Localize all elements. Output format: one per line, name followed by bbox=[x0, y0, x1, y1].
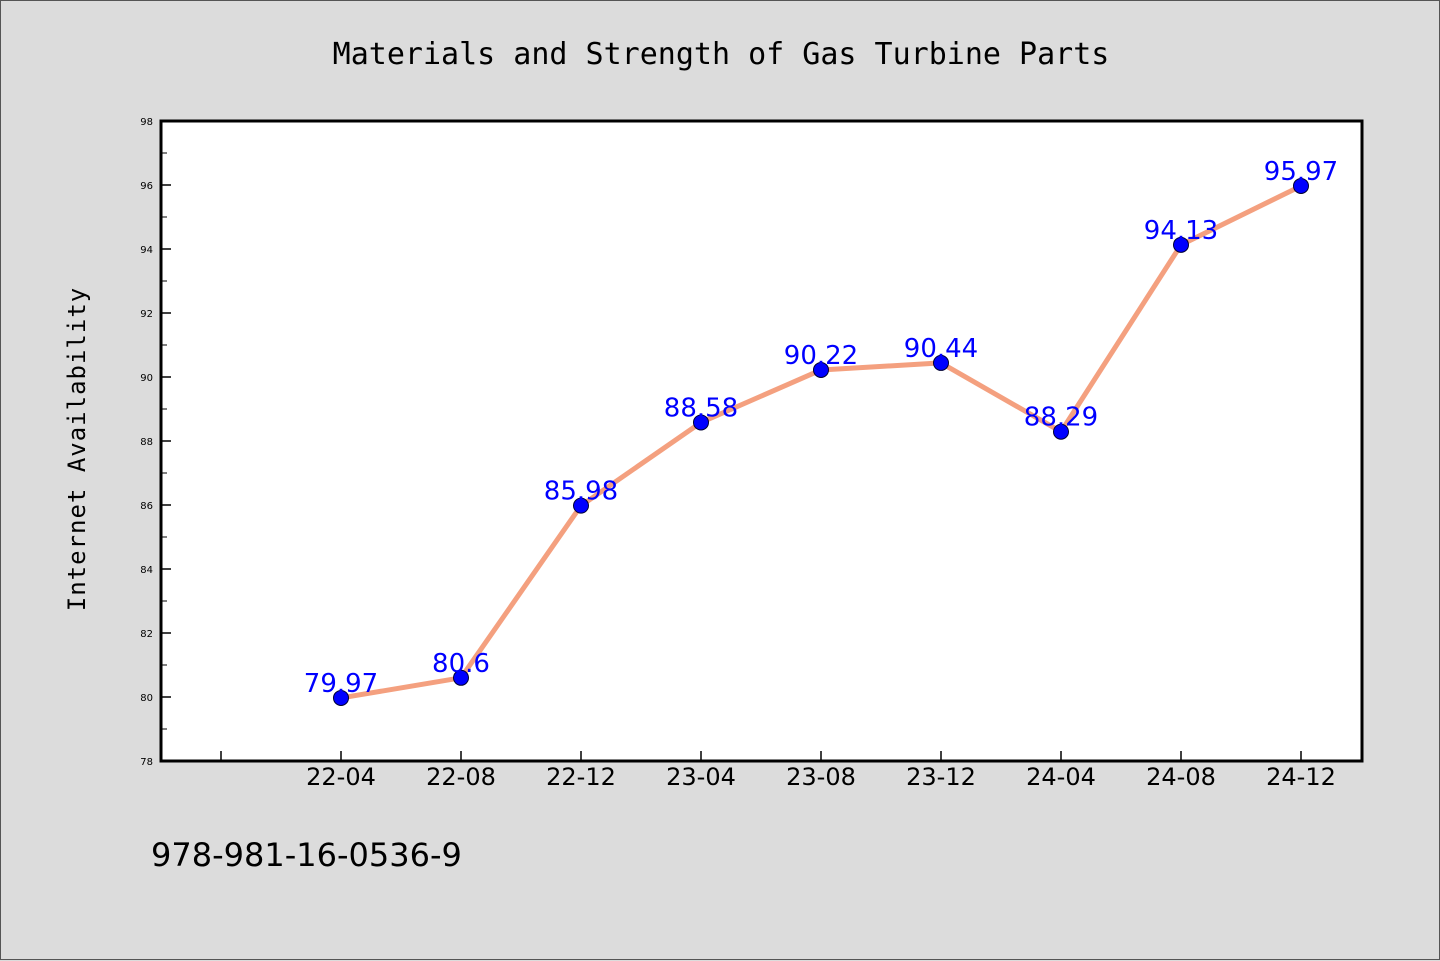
data-point bbox=[1053, 423, 1069, 440]
footer-isbn: 978-981-16-0536-9 bbox=[151, 836, 462, 874]
data-point bbox=[813, 361, 829, 378]
data-point bbox=[573, 497, 589, 514]
plot-area bbox=[159, 119, 1364, 763]
x-tick-label: 24-12 bbox=[1266, 763, 1336, 791]
data-label: 88.58 bbox=[664, 393, 738, 423]
y-axis-label: Internet Availability bbox=[63, 287, 91, 611]
data-label: 79.97 bbox=[304, 669, 378, 699]
y-tick-label: 90 bbox=[140, 373, 153, 384]
data-label: 80.6 bbox=[432, 649, 490, 679]
data-point bbox=[1173, 236, 1189, 253]
y-tick-label: 80 bbox=[140, 693, 153, 704]
x-tick-label: 24-04 bbox=[1026, 763, 1096, 791]
data-point bbox=[453, 669, 469, 686]
data-label: 88.29 bbox=[1024, 403, 1098, 433]
x-tick-label: 24-08 bbox=[1146, 763, 1216, 791]
y-tick-label: 88 bbox=[140, 437, 153, 448]
x-axis: 22-04 22-08 22-12 23-04 23-08 23-12 24-04 24-08… bbox=[220, 751, 1336, 791]
y-tick-label: 78 bbox=[140, 757, 153, 768]
y-tick-label: 94 bbox=[140, 245, 153, 256]
data-label: 90.44 bbox=[904, 334, 978, 364]
data-label: 90.22 bbox=[784, 341, 858, 371]
y-tick-label: 92 bbox=[140, 309, 153, 320]
chart-title: Materials and Strength of Gas Turbine Pa… bbox=[333, 37, 1110, 72]
data-labels: 79.97 80.6 85.98 88.58 90.22 90.44 88.29 94.13 9… bbox=[304, 157, 1338, 699]
x-tick-label: 22-08 bbox=[426, 763, 496, 791]
y-tick-label: 84 bbox=[140, 565, 153, 576]
data-point bbox=[693, 414, 709, 431]
data-label: 85.98 bbox=[544, 477, 618, 507]
data-point bbox=[1293, 177, 1309, 194]
data-label: 94.13 bbox=[1144, 216, 1218, 246]
data-markers bbox=[333, 177, 1309, 706]
y-axis: 78 80 82 84 86 88 90 92 94 96 98 bbox=[140, 117, 171, 768]
data-point bbox=[933, 354, 949, 371]
data-label: 95.97 bbox=[1264, 157, 1338, 187]
x-tick-label: 23-08 bbox=[786, 763, 856, 791]
y-tick-label: 96 bbox=[140, 181, 153, 192]
data-point bbox=[333, 689, 349, 706]
x-tick-label: 22-04 bbox=[306, 763, 376, 791]
y-tick-label: 82 bbox=[140, 629, 153, 640]
y-tick-label: 86 bbox=[140, 501, 153, 512]
x-tick-label: 23-12 bbox=[906, 763, 976, 791]
x-tick-label: 23-04 bbox=[666, 763, 736, 791]
y-tick-label: 98 bbox=[140, 117, 153, 128]
x-tick-label: 22-12 bbox=[546, 763, 616, 791]
